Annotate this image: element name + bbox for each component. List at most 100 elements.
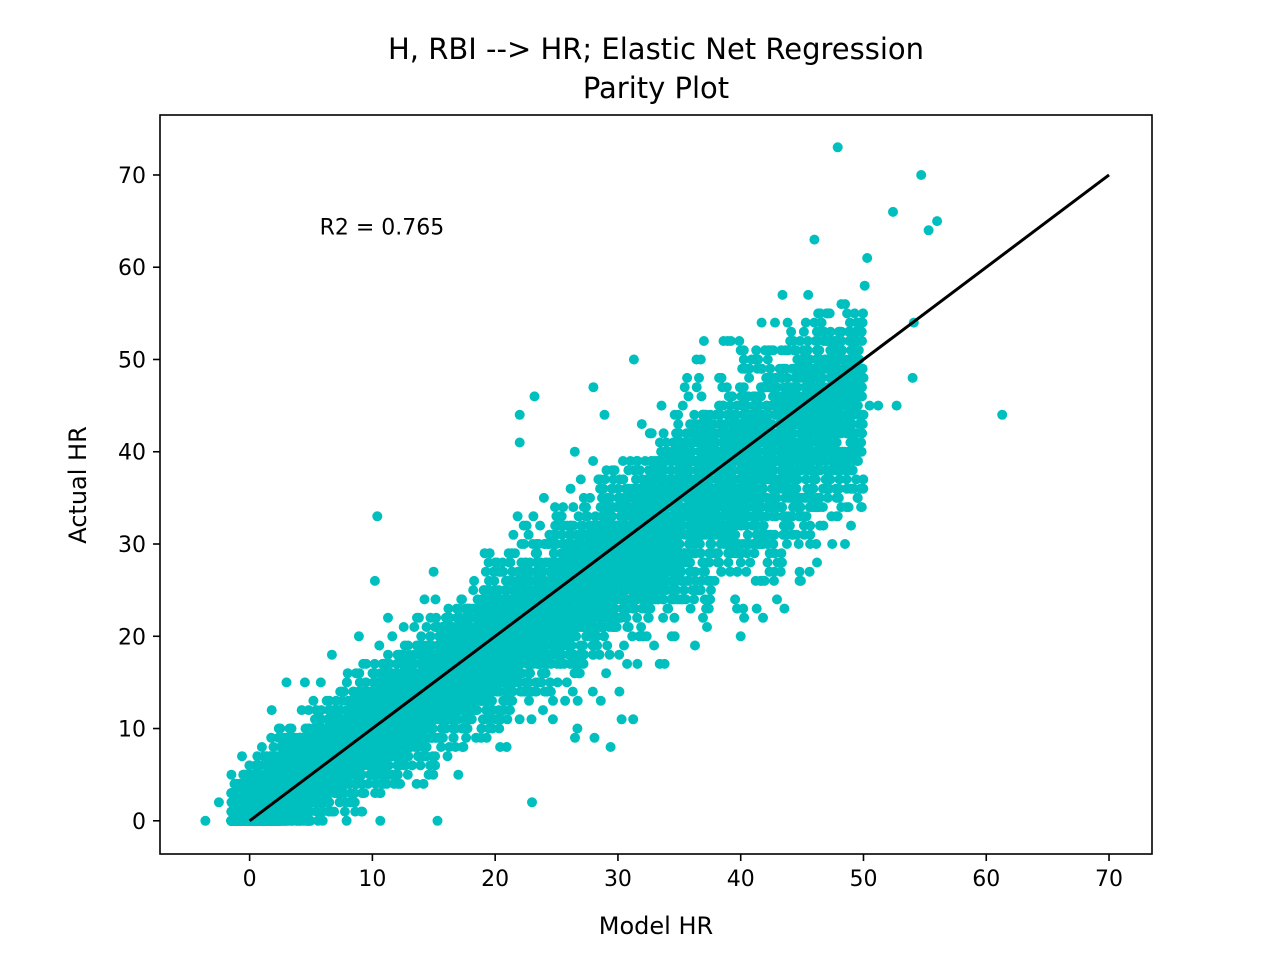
data-point	[793, 539, 804, 549]
data-point	[574, 668, 585, 679]
data-point	[833, 492, 844, 503]
data-point	[790, 372, 801, 383]
data-point	[514, 714, 525, 725]
data-point	[519, 539, 530, 549]
data-point	[614, 686, 625, 697]
data-point	[840, 539, 850, 549]
data-point	[696, 391, 707, 402]
data-point	[608, 474, 619, 485]
data-point	[426, 640, 437, 651]
data-point	[567, 631, 578, 642]
data-point	[636, 419, 647, 430]
data-point	[739, 612, 750, 623]
data-point	[589, 732, 600, 743]
data-point	[552, 677, 563, 688]
data-point	[545, 677, 556, 688]
data-point	[705, 585, 716, 596]
data-point	[798, 326, 809, 337]
data-point	[342, 668, 353, 679]
data-point	[741, 566, 752, 577]
data-point	[510, 548, 520, 559]
data-point	[409, 622, 420, 632]
data-point	[772, 594, 782, 605]
data-point	[350, 806, 361, 817]
data-point	[538, 492, 549, 503]
data-point	[775, 566, 786, 577]
data-point	[375, 815, 386, 826]
data-point	[698, 612, 708, 623]
data-point	[618, 456, 628, 466]
data-point	[673, 419, 684, 430]
data-point	[415, 760, 426, 771]
data-point	[632, 612, 643, 623]
data-point	[781, 539, 792, 549]
data-point	[508, 529, 519, 540]
data-point	[785, 336, 796, 346]
data-point	[841, 474, 852, 485]
data-point	[476, 723, 487, 734]
data-point	[311, 705, 322, 716]
data-point	[786, 326, 797, 337]
data-point	[826, 511, 837, 522]
data-point	[428, 566, 439, 577]
data-point	[296, 705, 307, 716]
data-point	[518, 520, 529, 531]
data-point	[403, 640, 414, 651]
data-point	[841, 483, 852, 494]
data-point	[851, 474, 862, 485]
data-point	[569, 446, 580, 457]
data-point	[758, 520, 769, 531]
data-point	[598, 622, 609, 632]
data-point	[751, 603, 762, 614]
data-point	[387, 631, 398, 642]
data-point	[734, 336, 745, 346]
data-point	[558, 502, 569, 513]
data-point	[490, 585, 501, 596]
data-point	[237, 751, 247, 762]
data-point	[765, 363, 776, 374]
data-point	[535, 520, 546, 531]
data-point	[744, 372, 755, 383]
data-point	[601, 668, 612, 679]
data-point	[528, 511, 539, 522]
data-point	[805, 539, 816, 549]
data-point	[341, 815, 352, 826]
data-point	[595, 483, 606, 494]
data-point	[703, 603, 714, 614]
data-point	[723, 557, 734, 568]
data-point	[682, 372, 693, 383]
data-point	[524, 695, 534, 706]
data-point	[588, 456, 599, 466]
data-point	[770, 511, 781, 522]
data-point	[812, 557, 822, 568]
data-point	[468, 585, 479, 596]
data-point	[770, 317, 780, 328]
data-point	[419, 594, 430, 605]
data-point	[762, 557, 773, 568]
data-point	[636, 622, 647, 632]
data-point	[442, 751, 453, 762]
data-point	[758, 612, 768, 623]
data-point	[856, 437, 867, 448]
data-point	[834, 474, 845, 485]
data-point	[538, 705, 548, 716]
data-point	[561, 677, 572, 688]
data-point	[779, 603, 790, 614]
data-point	[836, 336, 847, 346]
data-point	[725, 566, 736, 577]
chart-subtitle: Parity Plot	[583, 71, 729, 105]
chart-title: H, RBI --> HR; Elastic Net Regression	[388, 32, 924, 66]
data-point	[738, 354, 749, 365]
data-point	[398, 622, 409, 632]
data-point	[749, 548, 760, 559]
data-point	[604, 649, 615, 660]
data-point	[782, 317, 793, 328]
data-point	[440, 723, 451, 734]
data-point	[548, 695, 558, 706]
data-point	[418, 778, 429, 789]
points-layer	[200, 142, 1008, 826]
data-point	[627, 631, 638, 642]
data-point	[542, 686, 553, 697]
data-point	[694, 428, 705, 439]
